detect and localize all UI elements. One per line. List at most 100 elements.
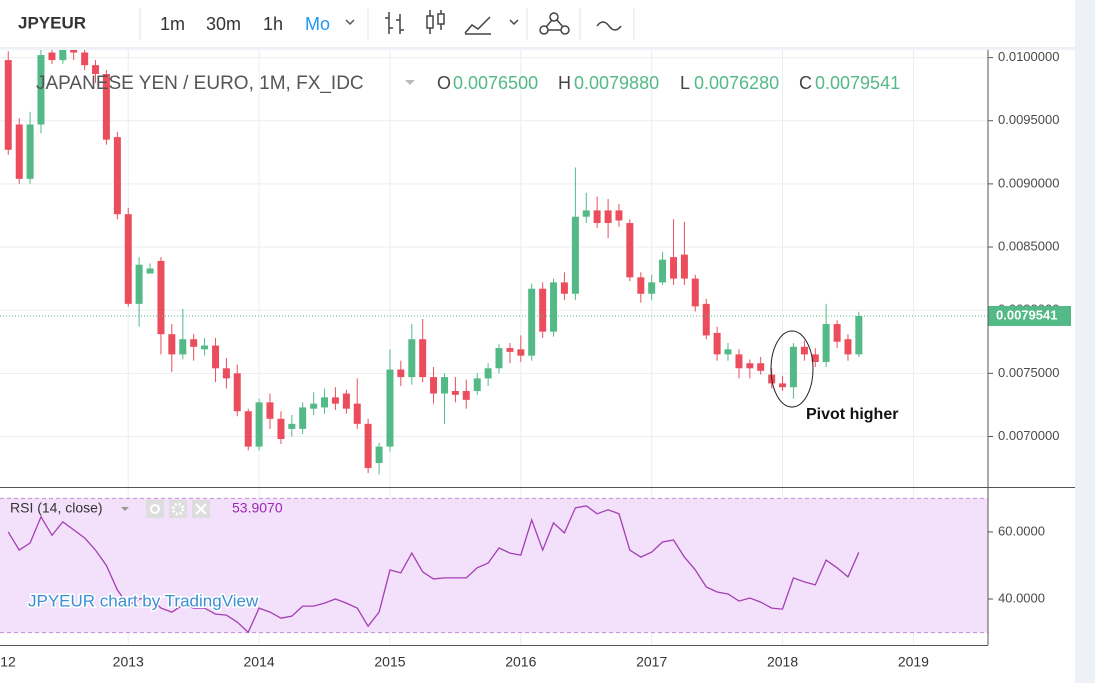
candle-body	[266, 402, 274, 419]
rsi-pane	[0, 497, 988, 634]
candle-body	[419, 339, 427, 378]
candle-body	[157, 260, 165, 335]
interval-button[interactable]: 1m	[160, 14, 185, 34]
dropdown-icon[interactable]	[345, 19, 355, 26]
toolbar	[0, 0, 1075, 47]
candle-body	[201, 345, 209, 350]
candle-body	[495, 348, 503, 369]
ohlc-value: 0.0076280	[694, 73, 779, 93]
compare-icon[interactable]	[596, 21, 622, 31]
candle-body	[571, 216, 579, 294]
candle-body	[386, 369, 394, 447]
x-tick-label: 2019	[898, 654, 929, 670]
candle-body	[506, 348, 514, 352]
y-tick-label: 0.0100000	[998, 49, 1059, 64]
last-price-box	[988, 305, 1071, 326]
candle-body	[15, 124, 23, 179]
candle-body	[168, 334, 176, 355]
candle-body	[680, 254, 688, 279]
candle-body	[430, 377, 438, 394]
candle-body	[757, 363, 765, 371]
candle-body	[593, 210, 601, 224]
candle-body	[702, 303, 710, 336]
y-tick-label: 0.0095000	[998, 112, 1059, 127]
candle-body	[179, 339, 187, 355]
candle-body	[484, 368, 492, 379]
dropdown-icon[interactable]	[405, 80, 415, 85]
candle-body	[364, 423, 372, 469]
interval-button[interactable]: 30m	[206, 14, 241, 34]
candle-body	[59, 50, 67, 61]
dropdown-icon[interactable]	[121, 507, 129, 511]
candle-body	[582, 210, 590, 217]
x-tick-label: 12	[0, 654, 16, 670]
candle-body	[70, 50, 78, 53]
candle-body	[441, 377, 449, 394]
y-tick-label: 0.0085000	[998, 238, 1059, 253]
candle-body	[604, 210, 612, 224]
indicators-icon[interactable]	[539, 12, 570, 35]
y-tick-label: 60.0000	[998, 523, 1045, 538]
ohlc-value: 0.0079541	[815, 73, 900, 93]
y-tick-label: 40.0000	[998, 590, 1045, 605]
ohlc-key: H	[558, 73, 571, 93]
candle-body	[408, 339, 416, 378]
interval-button[interactable]: 1h	[263, 14, 283, 34]
ohlc-key: L	[680, 73, 690, 93]
candle-body	[353, 403, 361, 424]
symbol[interactable]: JPYEUR	[18, 13, 86, 32]
candle-body	[517, 349, 525, 356]
candle-body	[135, 264, 143, 304]
candle-body	[637, 277, 645, 294]
candle-body	[4, 60, 12, 150]
candle-body	[713, 332, 721, 355]
candle-body	[233, 373, 241, 412]
price-pane	[0, 50, 988, 475]
pivot-circle	[770, 330, 814, 408]
candle-body	[724, 349, 732, 355]
indicator-controls[interactable]	[146, 500, 210, 518]
candle-body	[735, 354, 743, 369]
y-tick-label: 0.0090000	[998, 175, 1059, 190]
watermark: JPYEUR chart by TradingView	[28, 591, 259, 610]
candle-body	[800, 346, 808, 355]
candle-body	[222, 368, 230, 379]
candle-body	[26, 124, 34, 179]
candle-body	[539, 288, 547, 332]
candle-body	[691, 278, 699, 307]
ohlc-key: O	[437, 73, 451, 93]
candle-body	[375, 446, 383, 464]
candle-body	[811, 354, 819, 362]
indicator-name: RSI (14, close)	[10, 500, 103, 516]
candle-body	[833, 324, 841, 342]
candle-body	[310, 403, 318, 409]
candle-body	[81, 52, 89, 66]
x-tick-label: 2018	[767, 654, 798, 670]
candle-body	[113, 137, 121, 215]
interval-button-active[interactable]: Mo	[305, 14, 330, 34]
bar-style-icon[interactable]	[385, 10, 519, 35]
candle-body	[462, 391, 470, 400]
candle-body	[746, 363, 754, 369]
candle-body	[212, 345, 220, 369]
candle-body	[615, 210, 623, 221]
ohlc-value: 0.0079880	[574, 73, 659, 93]
candle-body	[37, 55, 45, 125]
candle-body	[277, 418, 285, 440]
ohlc-key: C	[799, 73, 812, 93]
last-price-label: 0.0079541	[996, 307, 1057, 322]
rsi-band	[0, 498, 988, 633]
x-tick-label: 2015	[374, 654, 405, 670]
x-tick-label: 2016	[505, 654, 536, 670]
candle-body	[321, 397, 329, 408]
axes: 12 2013 2014 2015 2016 2017 2018 2019 0.0070000 0…	[0, 49, 1071, 670]
y-tick-label: 0.0070000	[998, 428, 1059, 443]
x-tick-label: 2013	[113, 654, 144, 670]
candle-body	[451, 391, 459, 395]
candle-body	[92, 65, 100, 74]
candle-body	[844, 339, 852, 355]
candle-body	[299, 407, 307, 429]
candle-body	[670, 257, 678, 279]
candle-body	[550, 282, 558, 332]
ohlc-value: 0.0076500	[453, 73, 538, 93]
